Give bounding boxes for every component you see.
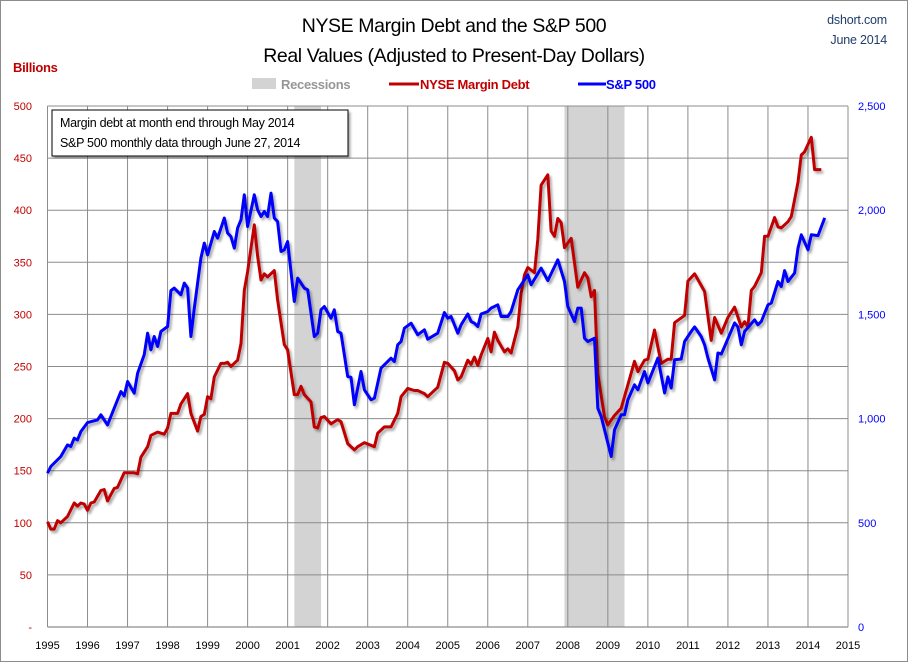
x-tick-label: 2005 (436, 640, 460, 652)
x-tick-label: 1998 (155, 640, 179, 652)
annotation-line1: Margin debt at month end through May 201… (60, 116, 295, 130)
left-tick-label: 250 (14, 362, 32, 374)
legend-recessions-swatch (252, 78, 276, 89)
x-tick-label: 1996 (75, 640, 99, 652)
x-tick-label: 2014 (796, 640, 820, 652)
x-tick-label: 1995 (35, 640, 59, 652)
x-tick-label: 2012 (716, 640, 740, 652)
x-tick-label: 2009 (596, 640, 620, 652)
right-tick-label: 0 (858, 622, 864, 634)
left-tick-label: 350 (14, 257, 32, 269)
date-label: June 2014 (830, 33, 887, 47)
left-tick-label: 50 (20, 570, 32, 582)
y-axis-label: Billions (13, 60, 58, 75)
chart-title-line1: NYSE Margin Debt and the S&P 500 (302, 15, 607, 37)
x-tick-label: 2011 (676, 640, 700, 652)
sp500-line (46, 191, 827, 474)
right-tick-label: 2,500 (858, 101, 886, 113)
left-tick-label: 500 (14, 101, 32, 113)
right-axis-ticks: 0 500 1,000 1,500 2,000 2,500 (858, 101, 886, 634)
right-tick-label: 500 (858, 518, 876, 530)
x-axis-ticks: 1995 1996 1997 1998 1999 2000 2001 2002 2003 2004… (35, 640, 860, 652)
legend-sp500-label: S&P 500 (606, 77, 656, 92)
x-tick-label: 2004 (395, 640, 419, 652)
legend-margin-debt-label: NYSE Margin Debt (420, 77, 530, 92)
left-tick-label: 200 (14, 414, 32, 426)
legend: Recessions NYSE Margin Debt S&P 500 (252, 77, 656, 92)
x-tick-label: 2002 (315, 640, 339, 652)
x-tick-label: 2000 (235, 640, 259, 652)
x-tick-label: 2010 (636, 640, 660, 652)
x-tick-label: 2007 (516, 640, 540, 652)
gridlines (47, 105, 849, 628)
annotation-line2: S&P 500 monthly data through June 27, 20… (60, 136, 300, 150)
x-tick-label: 1999 (195, 640, 219, 652)
left-axis-ticks: - 50 100 150 200 250 300 350 400 450 500 (14, 101, 33, 634)
left-tick-label: 100 (14, 518, 32, 530)
left-tick-label: - (28, 622, 32, 634)
left-tick-label: 400 (14, 205, 32, 217)
x-tick-label: 2006 (476, 640, 500, 652)
margin-debt-line (46, 135, 822, 531)
x-tick-label: 2003 (355, 640, 379, 652)
left-tick-label: 450 (14, 153, 32, 165)
source-label: dshort.com (827, 13, 887, 27)
left-tick-label: 300 (14, 309, 32, 321)
annotation-box: Margin debt at month end through May 201… (51, 109, 349, 157)
x-tick-label: 2008 (556, 640, 580, 652)
x-tick-label: 2013 (756, 640, 780, 652)
series-lines (46, 135, 827, 531)
chart-title-line2: Real Values (Adjusted to Present-Day Dol… (263, 45, 645, 67)
right-tick-label: 1,500 (858, 309, 886, 321)
left-tick-label: 150 (14, 466, 32, 478)
right-tick-label: 1,000 (858, 414, 886, 426)
legend-recessions-label: Recessions (281, 77, 350, 92)
right-tick-label: 2,000 (858, 205, 886, 217)
x-tick-label: 2001 (275, 640, 299, 652)
annotation-box-border (51, 109, 349, 157)
x-tick-label: 1997 (115, 640, 139, 652)
x-tick-label: 2015 (836, 640, 860, 652)
